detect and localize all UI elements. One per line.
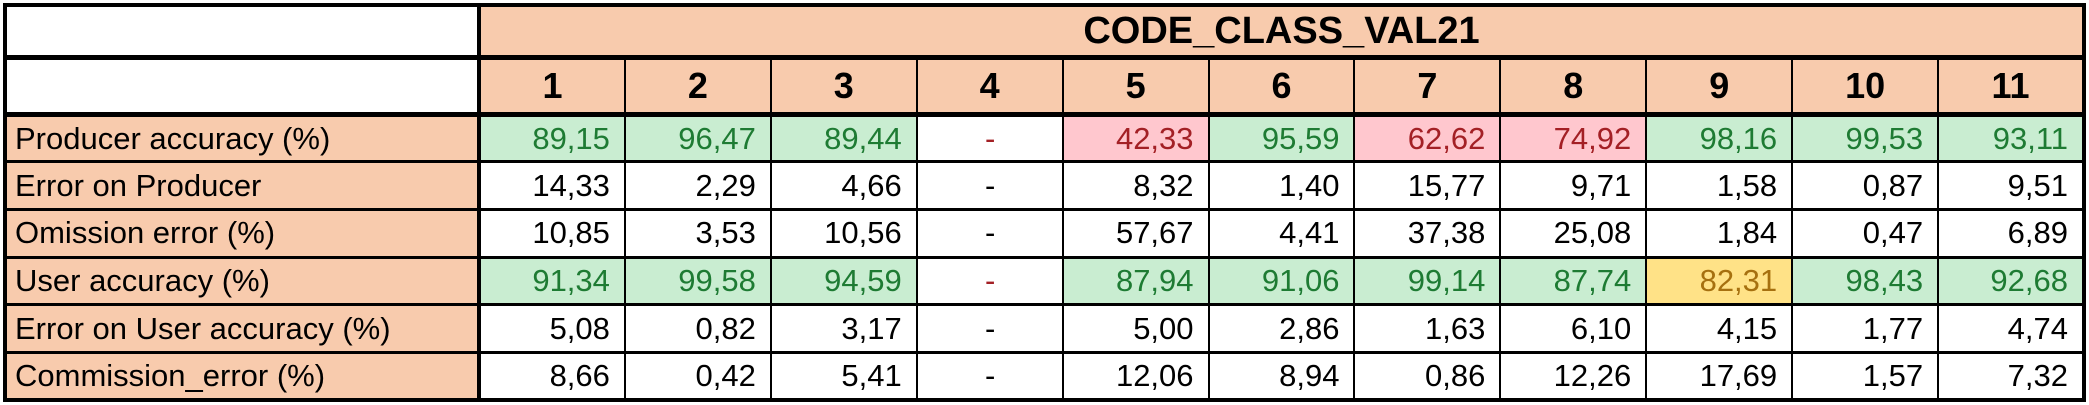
column-header: 11 — [1937, 56, 2085, 117]
value-cell: 1,57 — [1791, 350, 1940, 402]
row-label: Commission_error (%) — [4, 350, 481, 402]
value-cell: - — [915, 112, 1064, 164]
value-cell: 3,17 — [769, 303, 918, 354]
accuracy-table: CODE_CLASS_VAL21 1 2 3 4 5 6 7 8 9 10 11 Producer … — [3, 3, 2086, 402]
row-label: Omission error (%) — [4, 208, 481, 259]
column-header: 3 — [769, 56, 918, 117]
value-cell: 9,71 — [1499, 160, 1648, 212]
value-cell: 99,53 — [1791, 112, 1940, 164]
value-cell: 12,06 — [1061, 350, 1210, 402]
table-row: Commission_error (%) 8,66 0,42 5,41-12,06 8,… — [4, 350, 2085, 402]
value-cell: 2,86 — [1207, 303, 1356, 354]
row-label: Producer accuracy (%) — [4, 112, 481, 164]
value-cell: 25,08 — [1499, 208, 1648, 259]
value-cell: 0,86 — [1353, 350, 1502, 402]
value-cell: 17,69 — [1645, 350, 1794, 402]
table-row: Error on User accuracy (%) 5,08 0,82 3,17-5… — [4, 303, 2085, 354]
value-cell: 95,59 — [1207, 112, 1356, 164]
value-cell: 98,16 — [1645, 112, 1794, 164]
value-cell: 99,14 — [1353, 255, 1502, 307]
value-cell: - — [915, 160, 1064, 212]
value-cell: 1,58 — [1645, 160, 1794, 212]
value-cell: 9,51 — [1937, 160, 2085, 212]
corner-cell — [4, 56, 481, 117]
value-cell: 87,94 — [1061, 255, 1210, 307]
value-cell: 14,33 — [478, 160, 626, 212]
value-cell: 92,68 — [1937, 255, 2085, 307]
title-row: CODE_CLASS_VAL21 — [4, 3, 2085, 61]
value-cell: 1,63 — [1353, 303, 1502, 354]
value-cell: 91,34 — [478, 255, 626, 307]
row-label: Error on Producer — [4, 160, 481, 212]
column-header: 1 — [478, 56, 626, 117]
value-cell: 98,43 — [1791, 255, 1940, 307]
value-cell: - — [915, 350, 1064, 402]
value-cell: 15,77 — [1353, 160, 1502, 212]
table-row: Error on Producer 14,33 2,29 4,66-8,32 1,40 1… — [4, 160, 2085, 212]
value-cell: - — [915, 255, 1064, 307]
value-cell: 91,06 — [1207, 255, 1356, 307]
value-cell: 8,32 — [1061, 160, 1210, 212]
value-cell: 37,38 — [1353, 208, 1502, 259]
column-header-row: 1 2 3 4 5 6 7 8 9 10 11 — [4, 56, 2085, 117]
value-cell: 5,08 — [478, 303, 626, 354]
value-cell: 4,66 — [769, 160, 918, 212]
corner-cell — [4, 3, 481, 61]
value-cell: 8,66 — [478, 350, 626, 402]
column-header: 6 — [1207, 56, 1356, 117]
value-cell: 94,59 — [769, 255, 918, 307]
table-row: Omission error (%) 10,85 3,53 10,56-57,67 4,… — [4, 208, 2085, 259]
value-cell: 99,58 — [623, 255, 772, 307]
value-cell: 89,44 — [769, 112, 918, 164]
value-cell: 93,11 — [1937, 112, 2085, 164]
column-header: 2 — [623, 56, 772, 117]
value-cell: 0,87 — [1791, 160, 1940, 212]
column-header: 9 — [1645, 56, 1794, 117]
value-cell: 0,82 — [623, 303, 772, 354]
value-cell: - — [915, 303, 1064, 354]
value-cell: 6,10 — [1499, 303, 1648, 354]
row-label: Error on User accuracy (%) — [4, 303, 481, 354]
value-cell: 0,42 — [623, 350, 772, 402]
value-cell: 2,29 — [623, 160, 772, 212]
value-cell: 1,84 — [1645, 208, 1794, 259]
value-cell: 87,74 — [1499, 255, 1648, 307]
value-cell: - — [915, 208, 1064, 259]
column-header: 10 — [1791, 56, 1940, 117]
value-cell: 4,74 — [1937, 303, 2085, 354]
value-cell: 5,41 — [769, 350, 918, 402]
value-cell: 0,47 — [1791, 208, 1940, 259]
value-cell: 4,41 — [1207, 208, 1356, 259]
table-title: CODE_CLASS_VAL21 — [478, 3, 2085, 61]
value-cell: 10,56 — [769, 208, 918, 259]
value-cell: 4,15 — [1645, 303, 1794, 354]
value-cell: 8,94 — [1207, 350, 1356, 402]
value-cell: 5,00 — [1061, 303, 1210, 354]
value-cell: 89,15 — [478, 112, 626, 164]
column-header: 4 — [915, 56, 1064, 117]
table-row: User accuracy (%) 91,34 99,58 94,59-87,94 91… — [4, 255, 2085, 307]
value-cell: 42,33 — [1061, 112, 1210, 164]
table-body: CODE_CLASS_VAL21 1 2 3 4 5 6 7 8 9 10 11 Producer … — [4, 3, 2085, 402]
value-cell: 12,26 — [1499, 350, 1648, 402]
column-header: 7 — [1353, 56, 1502, 117]
row-label: User accuracy (%) — [4, 255, 481, 307]
value-cell: 1,77 — [1791, 303, 1940, 354]
value-cell: 96,47 — [623, 112, 772, 164]
value-cell: 74,92 — [1499, 112, 1648, 164]
value-cell: 6,89 — [1937, 208, 2085, 259]
column-header: 5 — [1061, 56, 1210, 117]
column-header: 8 — [1499, 56, 1648, 117]
table-row: Producer accuracy (%) 89,15 96,47 89,44-42,… — [4, 112, 2085, 164]
value-cell: 82,31 — [1645, 255, 1794, 307]
value-cell: 3,53 — [623, 208, 772, 259]
value-cell: 7,32 — [1937, 350, 2085, 402]
value-cell: 62,62 — [1353, 112, 1502, 164]
value-cell: 57,67 — [1061, 208, 1210, 259]
value-cell: 1,40 — [1207, 160, 1356, 212]
value-cell: 10,85 — [478, 208, 626, 259]
